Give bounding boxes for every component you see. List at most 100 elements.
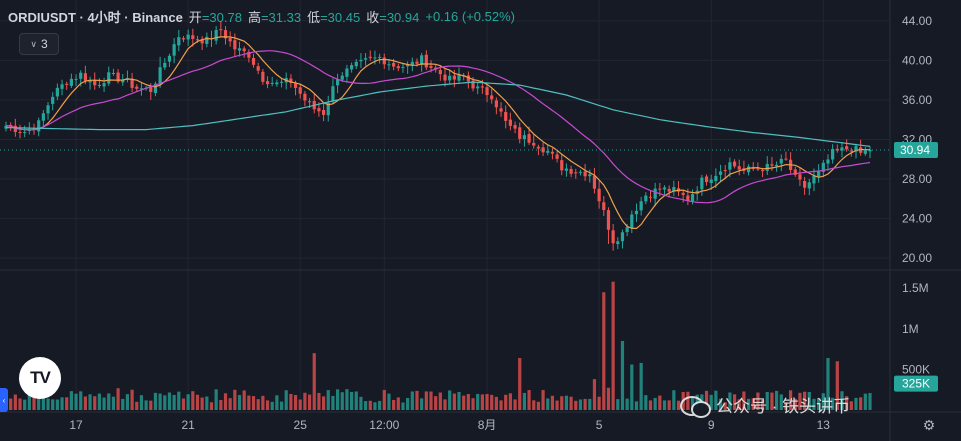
candle-body [340, 75, 344, 80]
candle-body [167, 55, 172, 62]
volume-bar [789, 390, 793, 410]
volume-bar [261, 395, 265, 410]
volume-bar [751, 398, 755, 410]
left-panel-toggle[interactable]: ‹ [0, 388, 8, 412]
volume-bar [102, 397, 106, 410]
candle-body [681, 192, 685, 195]
volume-bar [438, 392, 442, 410]
volume-bar [471, 398, 475, 410]
volume-bar [723, 402, 727, 410]
volume-bar [504, 394, 508, 410]
candle-body [321, 110, 326, 115]
volume-bar [508, 393, 512, 410]
candle-body [265, 81, 270, 85]
candle-body [672, 187, 676, 192]
volume-bar [55, 399, 59, 410]
volume-tick-label: 500K [902, 362, 930, 376]
volume-bar [37, 393, 41, 410]
volume-bar [662, 400, 667, 410]
watermark-text: 公众号 · 铁头讲币 [716, 397, 851, 416]
volume-bar [265, 400, 270, 410]
ma-mid-line [5, 50, 871, 204]
candle-body [639, 201, 643, 211]
volume-bar [863, 393, 867, 410]
candle-body [130, 78, 134, 88]
time-tick-label: 5 [596, 418, 603, 432]
volume-bar [279, 401, 284, 410]
volume-bar [410, 391, 414, 410]
ma-fast-line [5, 36, 871, 230]
candle-body [200, 39, 204, 44]
volume-bar [672, 390, 676, 410]
candle-body [410, 61, 414, 66]
volume-bar [541, 390, 545, 410]
settings-icon[interactable]: ⚙ [922, 416, 936, 433]
volume-bar [186, 394, 190, 410]
candle-body [765, 163, 769, 171]
volume-bar [625, 398, 629, 410]
volume-bar [518, 358, 522, 410]
candle-body [756, 168, 760, 170]
candle-body [181, 38, 186, 40]
volume-bar [181, 398, 186, 410]
candle-body [653, 188, 657, 199]
time-tick-label: 12:00 [369, 418, 399, 432]
volume-bar [807, 392, 811, 410]
volume-bar [79, 391, 83, 410]
volume-bar [457, 391, 461, 410]
volume-bar [167, 392, 172, 410]
change-value: +0.16 (+0.52%) [425, 9, 515, 24]
volume-bar [27, 394, 31, 410]
last-price-badge [894, 141, 938, 158]
volume-bar [392, 399, 396, 410]
volume-bar [345, 389, 349, 410]
candle-body [387, 64, 391, 66]
volume-bar [88, 394, 92, 410]
volume-bar [65, 397, 69, 410]
indicators-toggle-button[interactable]: ∨ 3 [19, 33, 59, 55]
volume-bar [60, 397, 64, 410]
open-label: 开 [188, 10, 202, 25]
candle-body [803, 180, 807, 188]
candle-body [172, 44, 176, 56]
volume-bar [46, 398, 50, 410]
tradingview-logo[interactable]: TV [19, 357, 61, 399]
candle-body [326, 102, 330, 116]
price-tick-label: 28.00 [902, 172, 932, 186]
volume-bar [41, 392, 45, 410]
volume-bar [270, 401, 274, 410]
candle-body [770, 164, 774, 166]
time-tick-label: 8月 [478, 418, 497, 432]
candle-body [242, 48, 246, 52]
volume-bar [205, 396, 209, 410]
volume-bar [574, 400, 578, 410]
volume-bar [667, 400, 671, 410]
volume-bar [74, 393, 78, 410]
symbol-title[interactable]: ORDIUSDT · 4小时 · Binance [8, 10, 183, 25]
volume-bar [247, 395, 251, 410]
candle-body [532, 142, 536, 146]
time-tick-label: 17 [69, 418, 83, 432]
candle-body [854, 146, 858, 152]
price-tick-label: 40.00 [902, 53, 932, 67]
candle-body [658, 188, 662, 190]
time-tick-label: 13 [817, 418, 831, 432]
candle-body [508, 119, 512, 126]
candle-body [457, 74, 461, 81]
candle-body [616, 241, 620, 245]
volume-bar [237, 395, 242, 410]
chevron-left-icon: ‹ [2, 395, 6, 405]
candle-body [350, 65, 354, 70]
candle-body [55, 87, 59, 97]
candle-body [564, 168, 569, 171]
candle-body [51, 96, 55, 104]
volume-bar [803, 391, 807, 410]
candle-body [737, 166, 741, 170]
volume-bar [592, 379, 597, 410]
volume-bar [821, 393, 825, 410]
volume-bar [634, 401, 639, 410]
volume-bar [728, 392, 732, 410]
volume-bar [116, 388, 120, 410]
volume-bar [177, 391, 181, 410]
